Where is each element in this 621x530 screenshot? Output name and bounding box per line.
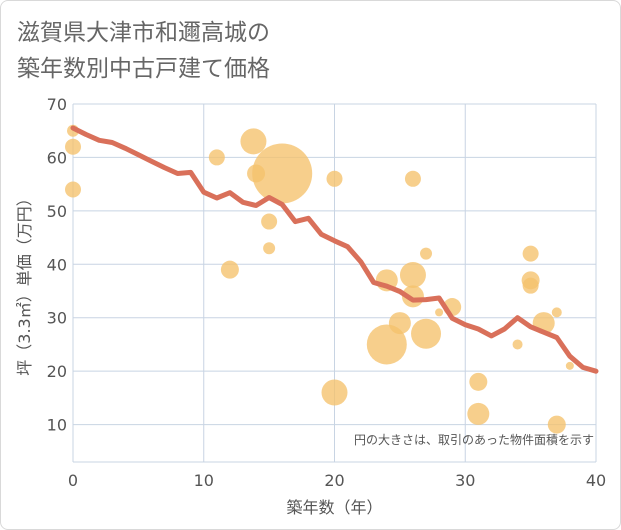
bubble-point — [240, 128, 267, 155]
bubble-point — [252, 143, 313, 204]
size-note: 円の大きさは、取引のあった物件面積を示す — [354, 432, 594, 447]
x-tick-labels: 0 10 20 30 40 — [68, 471, 606, 490]
trend-line — [70, 125, 599, 374]
y-tick-label: 20 — [47, 362, 67, 381]
x-tick-label: 0 — [68, 471, 78, 490]
x-tick-label: 10 — [194, 471, 214, 490]
bubble-point — [326, 170, 343, 187]
y-tick-label: 60 — [47, 148, 67, 167]
y-tick-label: 30 — [47, 309, 67, 328]
bubble-point — [547, 415, 566, 434]
bubble-point — [65, 138, 81, 155]
bubble-point — [263, 242, 276, 255]
chart-title-line-1: 滋賀県大津市和邇高城の — [17, 20, 270, 46]
y-axis-title: 坪（3.3㎡）単価（万円） — [15, 190, 34, 375]
x-tick-label: 40 — [586, 471, 606, 490]
bubble-point — [551, 307, 562, 318]
bubble-point — [321, 379, 348, 406]
bubble-point — [261, 213, 278, 230]
bubble-point — [467, 402, 490, 425]
x-tick-label: 30 — [455, 471, 475, 490]
bubble-point — [411, 318, 442, 349]
bubble-point — [388, 312, 411, 335]
bubble-point — [522, 245, 539, 262]
bubble-point — [65, 181, 81, 198]
bubble-point — [399, 261, 426, 288]
x-tick-label: 20 — [324, 471, 344, 490]
bubble-point — [220, 260, 239, 279]
chart-title: 滋賀県大津市和邇高城の 築年数別中古戸建て価格 — [17, 15, 270, 87]
bubble-point — [565, 361, 574, 370]
x-axis-title: 築年数（年） — [286, 498, 382, 517]
bubble-point — [512, 339, 523, 350]
bubble-point — [366, 324, 407, 365]
y-tick-label: 40 — [47, 255, 67, 274]
bubble-series — [65, 124, 574, 434]
chart-title-line-2: 築年数別中古戸建て価格 — [17, 56, 270, 82]
bubble-point — [404, 170, 421, 187]
y-tick-label: 70 — [47, 95, 67, 114]
bubble-point — [469, 372, 488, 391]
grid-lines — [72, 103, 597, 463]
bubble-point — [420, 247, 433, 260]
bubble-point — [522, 277, 539, 294]
y-tick-label: 10 — [47, 416, 67, 435]
bubble-point — [208, 149, 225, 166]
y-tick-labels: 10 20 30 40 50 60 70 — [47, 95, 67, 435]
y-tick-label: 50 — [47, 202, 67, 221]
bubble-point — [435, 308, 444, 317]
